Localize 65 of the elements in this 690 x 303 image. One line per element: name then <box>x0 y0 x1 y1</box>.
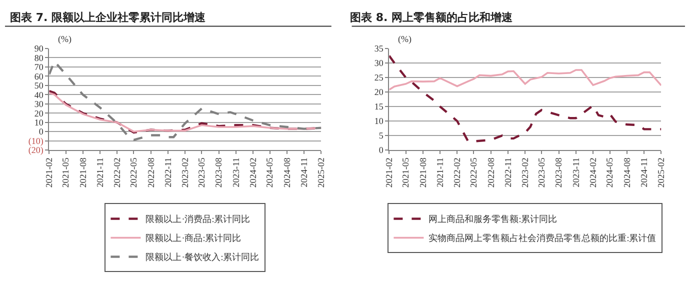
y-tick-label: 70 <box>34 62 44 72</box>
y-tick-label: 30 <box>34 99 44 110</box>
x-tick-label: 2022-11 <box>502 158 513 188</box>
y-tick-label: (10) <box>28 136 44 146</box>
x-tick-label: 2022-02 <box>112 158 122 188</box>
y-tick-label: 5 <box>378 130 384 141</box>
x-tick-label: 2022-08 <box>486 157 496 188</box>
y-tick-label: 40 <box>34 90 44 100</box>
y-tick-label: 10 <box>374 116 384 126</box>
x-tick-label: 2021-05 <box>60 157 71 188</box>
x-tick-label: 2021-08 <box>78 157 88 188</box>
line-series <box>389 69 662 91</box>
legend-label: 实物商品网上零售额占社会消费品零售总额的比重:累计值 <box>428 233 656 244</box>
x-tick-label: 2025-02 <box>656 158 666 188</box>
x-tick-label: 2023-05 <box>196 157 207 188</box>
x-tick-label: 2021-11 <box>434 158 445 188</box>
x-tick-label: 2021-11 <box>94 158 105 188</box>
x-tick-label: 2024-08 <box>282 157 292 188</box>
x-tick-label: 2024-11 <box>298 158 309 188</box>
x-tick-label: 2024-02 <box>588 158 598 188</box>
x-tick-label: 2022-11 <box>162 158 173 188</box>
x-tick-label: 2024-05 <box>264 157 275 188</box>
y-tick-label: 35 <box>374 44 384 54</box>
y-tick-label: 0 <box>38 126 44 137</box>
x-tick-label: 2023-02 <box>180 158 190 188</box>
x-tick-label: 2021-08 <box>418 157 428 188</box>
chart-title: 图表 7. 限额以上企业社零累计同比增速 <box>10 11 206 24</box>
x-tick-label: 2021-02 <box>44 158 54 188</box>
y-tick-label: 60 <box>34 71 44 82</box>
y-tick-label: 80 <box>34 52 44 63</box>
y-tick-label: 50 <box>34 80 44 91</box>
x-tick-label: 2023-08 <box>554 157 564 188</box>
y-tick-label: 15 <box>374 102 384 112</box>
x-tick-label: 2022-05 <box>128 157 139 188</box>
x-tick-label: 2024-11 <box>638 158 649 188</box>
y-axis-title: (%) <box>58 34 72 44</box>
x-tick-label: 2024-05 <box>604 157 615 188</box>
chart-title: 图表 8. 网上零售额的占比和增速 <box>350 11 514 24</box>
legend-label: 限额以上·餐饮收入:累计同比 <box>146 252 260 262</box>
x-tick-label: 2022-02 <box>452 158 462 188</box>
x-tick-label: 2023-02 <box>520 158 530 188</box>
line-series <box>389 54 662 142</box>
x-tick-label: 2022-05 <box>468 157 479 188</box>
x-tick-label: 2024-08 <box>622 157 632 188</box>
x-tick-label: 2021-02 <box>384 158 394 188</box>
y-tick-label: 0 <box>378 145 384 156</box>
x-tick-label: 2024-02 <box>248 158 258 188</box>
y-tick-label: 30 <box>374 58 384 68</box>
y-tick-label: 10 <box>34 118 44 128</box>
x-tick-label: 2021-05 <box>400 157 411 188</box>
x-tick-label: 2022-08 <box>146 157 156 188</box>
legend-label: 限额以上·商品:累计同比 <box>146 233 242 244</box>
y-axis-title: (%) <box>398 34 412 44</box>
y-tick-label: 20 <box>34 108 44 118</box>
x-tick-label: 2023-11 <box>570 158 581 188</box>
x-tick-label: 2023-11 <box>230 158 241 188</box>
legend-label: 网上商品和服务零售额:累计同比 <box>428 214 558 224</box>
y-tick-label: 25 <box>374 72 384 83</box>
y-tick-label: (20) <box>28 145 44 156</box>
x-tick-label: 2025-02 <box>316 158 326 188</box>
x-tick-label: 2023-05 <box>536 157 547 188</box>
y-tick-label: 20 <box>374 87 384 98</box>
x-tick-label: 2023-08 <box>214 157 224 188</box>
y-tick-label: 90 <box>34 44 44 54</box>
legend-label: 限额以上·消费品:累计同比 <box>146 214 250 224</box>
